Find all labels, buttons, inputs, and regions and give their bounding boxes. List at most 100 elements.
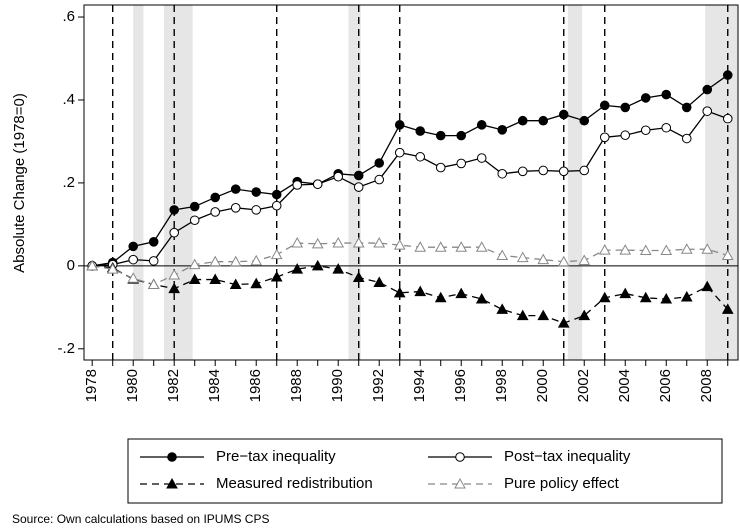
x-tick-label: 1990: [329, 369, 346, 402]
marker: [475, 293, 488, 304]
marker: [537, 253, 550, 265]
marker: [189, 215, 200, 226]
marker: [701, 243, 714, 254]
marker: [311, 237, 324, 249]
marker: [251, 205, 262, 215]
marker: [270, 271, 283, 282]
y-tick-label: .2: [62, 174, 75, 191]
marker: [661, 89, 672, 100]
marker: [210, 192, 221, 203]
marker: [537, 309, 550, 321]
marker: [517, 115, 528, 126]
marker: [169, 227, 180, 238]
marker: [271, 200, 282, 211]
marker: [680, 243, 693, 254]
marker: [394, 147, 405, 158]
marker: [188, 273, 201, 285]
marker: [579, 165, 590, 176]
marker: [496, 249, 509, 260]
recession-band: [133, 5, 144, 360]
marker: [393, 286, 406, 298]
marker: [538, 115, 549, 126]
marker: [496, 303, 509, 314]
marker: [661, 122, 672, 133]
marker: [189, 201, 200, 212]
marker: [702, 84, 713, 95]
legend-label: Pre−tax inequality: [216, 448, 336, 465]
marker: [660, 293, 673, 304]
y-tick-label: .6: [62, 8, 75, 25]
marker: [578, 254, 591, 265]
marker: [598, 291, 611, 303]
marker: [414, 241, 427, 252]
x-tick-label: 2008: [698, 369, 715, 402]
x-tick-label: 1992: [370, 369, 387, 402]
legend-label: Measured redistribution: [216, 475, 373, 492]
marker: [373, 276, 386, 287]
x-tick-label: 1982: [165, 369, 182, 402]
marker: [517, 166, 528, 177]
marker: [598, 244, 611, 255]
marker: [639, 291, 652, 303]
x-tick-label: 1980: [124, 369, 141, 402]
marker: [578, 309, 591, 321]
y-tick-label: 0: [67, 257, 75, 274]
recession-band: [567, 5, 583, 360]
marker: [620, 102, 631, 113]
legend-marker: [455, 452, 465, 462]
marker: [230, 202, 241, 213]
marker: [373, 237, 386, 248]
y-tick-label: -.2: [57, 340, 75, 357]
marker: [312, 179, 323, 189]
marker: [352, 271, 365, 282]
legend-marker: [454, 477, 466, 489]
marker: [353, 170, 364, 181]
x-tick-label: 1996: [452, 369, 469, 402]
marker: [415, 126, 426, 136]
marker: [476, 153, 487, 163]
marker: [455, 241, 468, 252]
y-axis-label: Absolute Change (1978=0): [11, 93, 28, 273]
marker: [619, 287, 632, 299]
x-tick-label: 1998: [493, 369, 510, 402]
source-note: Source: Own calculations based on IPUMS …: [12, 512, 269, 526]
marker: [681, 102, 692, 113]
legend-box: [127, 438, 723, 504]
marker: [456, 158, 467, 169]
recession-band: [705, 5, 738, 360]
marker: [209, 255, 222, 267]
marker: [640, 93, 651, 103]
marker: [270, 248, 283, 260]
series-line: [92, 265, 729, 324]
x-tick-label: 2002: [575, 369, 592, 402]
series-line: [92, 242, 728, 286]
marker: [292, 180, 303, 190]
marker: [557, 317, 570, 328]
marker: [374, 158, 385, 168]
marker: [497, 125, 508, 135]
marker: [333, 171, 344, 182]
marker: [721, 249, 734, 260]
marker: [721, 303, 734, 314]
marker: [147, 278, 160, 290]
marker: [394, 120, 405, 130]
marker: [291, 263, 304, 274]
recession-band: [163, 5, 193, 360]
marker: [702, 106, 713, 116]
x-tick-label: 1986: [247, 369, 264, 402]
marker: [435, 162, 446, 173]
marker: [599, 132, 610, 143]
marker: [680, 290, 693, 302]
marker: [660, 244, 673, 256]
x-tick-label: 2000: [534, 369, 551, 402]
recession-band: [348, 5, 361, 360]
marker: [722, 113, 733, 124]
marker: [434, 241, 447, 252]
marker: [497, 168, 508, 179]
marker: [435, 130, 446, 141]
marker: [558, 166, 569, 177]
legend: Pre−tax inequality Post−tax inequality Mea…: [127, 438, 723, 504]
marker: [209, 273, 222, 285]
